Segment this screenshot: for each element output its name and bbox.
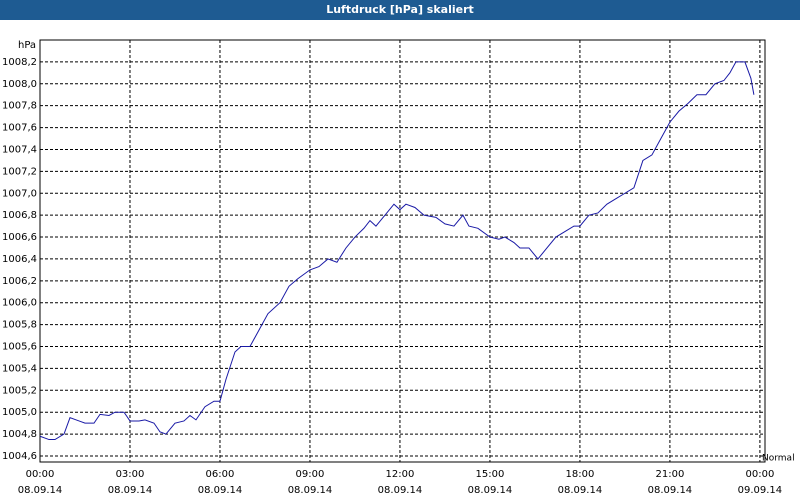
y-tick-label: 1005,8 [2, 320, 37, 331]
y-tick-label: 1004,8 [2, 429, 37, 440]
y-tick-label: 1006,6 [2, 232, 37, 243]
y-tick-label: 1007,8 [2, 101, 37, 112]
x-tick-label: 18:00 [566, 469, 595, 480]
y-tick-label: 1007,2 [2, 166, 37, 177]
y-tick-label: 1004,6 [2, 451, 37, 462]
x-tick-date: 08.09.14 [558, 485, 603, 496]
plot-frame [39, 39, 766, 463]
x-tick-date: 08.09.14 [198, 485, 243, 496]
y-tick-label: 1005,6 [2, 342, 37, 353]
x-tick-label: 12:00 [386, 469, 415, 480]
x-tick-date: 08.09.14 [468, 485, 513, 496]
line [39, 61, 755, 441]
x-tick-date: 08.09.14 [648, 485, 693, 496]
x-tick-date: 08.09.14 [18, 485, 63, 496]
y-tick-label: 1006,0 [2, 298, 37, 309]
y-tick-label: 1007,0 [2, 188, 37, 199]
y-tick-label: 1006,8 [2, 210, 37, 221]
y-tick-label: 1007,4 [2, 144, 37, 155]
y-tick-label: 1008,0 [2, 79, 37, 90]
x-tick-date: 08.09.14 [288, 485, 333, 496]
y-tick-label: 1005,4 [2, 363, 37, 374]
x-tick-date: 09.09.14 [738, 485, 783, 496]
chart-title: Luftdruck [hPa] skaliert [326, 3, 474, 16]
x-tick-label: 03:00 [116, 469, 145, 480]
y-tick-label: 1007,6 [2, 123, 37, 134]
x-tick-label: 21:00 [655, 469, 684, 480]
y-tick-label: 1006,4 [2, 254, 37, 265]
y-tick-label: 1008,2 [2, 57, 37, 68]
x-tick-label: 00:00 [745, 469, 774, 480]
title-bar [0, 0, 800, 20]
x-tick-label: 15:00 [476, 469, 505, 480]
x-tick-label: 06:00 [206, 469, 235, 480]
x-tick-label: 09:00 [296, 469, 325, 480]
annotation: Normal [762, 454, 795, 464]
y-tick-label: 1005,2 [2, 385, 37, 396]
x-tick-label: 00:00 [26, 469, 55, 480]
y-tick-label: 1005,0 [2, 407, 37, 418]
y-axis-label: hPa [18, 40, 36, 51]
y-tick-label: 1006,2 [2, 276, 37, 287]
x-tick-date: 08.09.14 [108, 485, 153, 496]
x-tick-date: 08.09.14 [378, 485, 423, 496]
